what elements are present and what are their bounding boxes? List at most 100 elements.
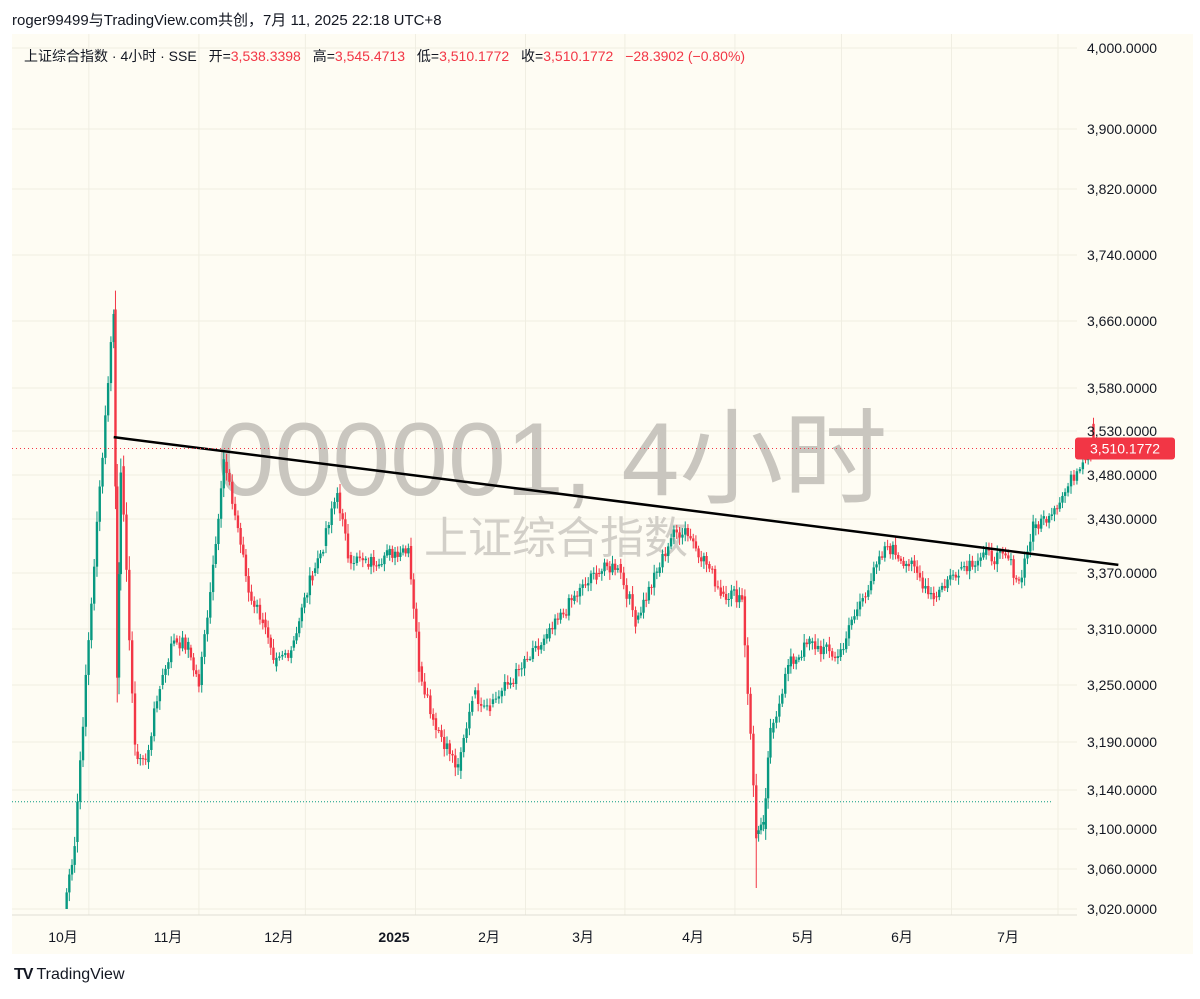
candle-body: [567, 598, 571, 616]
candle-body: [700, 557, 703, 562]
candle-body: [275, 657, 278, 667]
candle-body: [432, 714, 435, 720]
candle-body: [642, 599, 645, 613]
candle-body: [471, 700, 474, 712]
candle-body: [858, 601, 862, 610]
candle-body: [316, 558, 320, 569]
candle-body: [172, 640, 176, 644]
candle-body: [764, 798, 767, 829]
candle-body: [133, 693, 137, 745]
candle-body: [907, 563, 911, 567]
candle-body: [192, 657, 195, 671]
candle-body: [652, 572, 656, 588]
candle-body: [203, 634, 206, 657]
candle-body: [327, 525, 331, 529]
candle-body: [962, 566, 966, 568]
candle-body: [70, 864, 74, 875]
candle-body: [811, 641, 814, 643]
candle-body: [833, 656, 837, 659]
candle-body: [81, 726, 85, 761]
candle-body: [831, 651, 834, 657]
candle-body: [152, 708, 156, 737]
y-tick-label: 3,660.0000: [1087, 313, 1157, 329]
y-tick-label: 3,530.0000: [1087, 423, 1157, 439]
candle-body: [1039, 518, 1043, 529]
candle-body: [600, 571, 604, 574]
x-tick-label: 6月: [891, 929, 913, 945]
candle-body: [523, 658, 526, 669]
candle-body: [494, 698, 498, 700]
candle-body: [512, 682, 515, 685]
chart-panel[interactable]: 000001, 4小时 上证综合指数 10月 11月 12月 2025 2月 3月 4月 5月 6月…: [12, 34, 1193, 954]
candle-body: [805, 642, 809, 645]
candle-body: [346, 533, 350, 559]
candle-body: [225, 461, 228, 473]
candle-body: [509, 682, 512, 685]
candle-body: [886, 546, 889, 548]
candle-body: [759, 824, 763, 831]
candle-body: [412, 579, 415, 609]
candle-body: [219, 488, 223, 519]
candle-body: [548, 627, 551, 639]
candle-body: [971, 560, 974, 567]
candle-body: [187, 641, 190, 650]
candle-body: [404, 548, 407, 554]
candle-body: [448, 743, 451, 754]
candle-body: [562, 612, 565, 615]
candle-body: [164, 668, 167, 675]
tradingview-footer[interactable]: TV TradingView: [14, 966, 125, 984]
change-value: −28.3902 (−0.80%): [625, 48, 746, 64]
candle-body: [517, 669, 521, 671]
candle-body: [864, 596, 867, 598]
candle-body: [242, 544, 245, 555]
candle-body: [429, 695, 432, 715]
candle-body: [189, 647, 193, 658]
candle-body: [437, 729, 440, 731]
candle-body: [497, 696, 501, 699]
candle-body: [889, 546, 892, 555]
candle-body: [842, 649, 845, 651]
candle-body: [611, 563, 614, 573]
candle-body: [1069, 474, 1073, 487]
candle-body: [233, 503, 237, 516]
candle-body: [960, 567, 963, 569]
candle-body: [1023, 558, 1026, 578]
candle-body: [802, 642, 806, 657]
candle-body: [128, 569, 131, 641]
y-tick-label: 4,000.0000: [1087, 40, 1157, 56]
candle-body: [913, 560, 916, 567]
candle-body: [1072, 474, 1076, 481]
candle-body: [637, 615, 640, 620]
candle-body: [1050, 514, 1053, 516]
y-tick-label: 3,250.0000: [1087, 677, 1157, 693]
candle-body: [836, 656, 840, 659]
candle-body: [608, 566, 612, 573]
candle-body: [918, 572, 922, 578]
candle-body: [520, 668, 523, 670]
candle-body: [130, 640, 134, 694]
candle-body: [1037, 524, 1040, 529]
last-price-tag: [1075, 437, 1175, 460]
candle-body: [468, 711, 471, 729]
candle-body: [1066, 486, 1070, 493]
candle-body: [910, 560, 913, 564]
candle-body: [295, 633, 298, 641]
high-value: 3,545.4713: [334, 48, 405, 64]
candle-body: [861, 598, 864, 602]
candle-body: [396, 551, 399, 557]
candle-body: [711, 568, 714, 570]
candle-body: [752, 733, 755, 786]
y-tick-label: 3,060.0000: [1087, 861, 1157, 877]
candle-body: [553, 618, 557, 630]
candle-body: [106, 383, 110, 416]
candle-body: [883, 546, 887, 558]
candle-body: [1061, 495, 1064, 503]
candle-body: [740, 595, 744, 600]
candle-body: [905, 563, 908, 566]
candle-body: [393, 551, 397, 558]
candle-body: [526, 658, 529, 660]
candle-body: [109, 342, 113, 384]
candle-body: [938, 589, 941, 598]
candle-body: [772, 722, 775, 733]
